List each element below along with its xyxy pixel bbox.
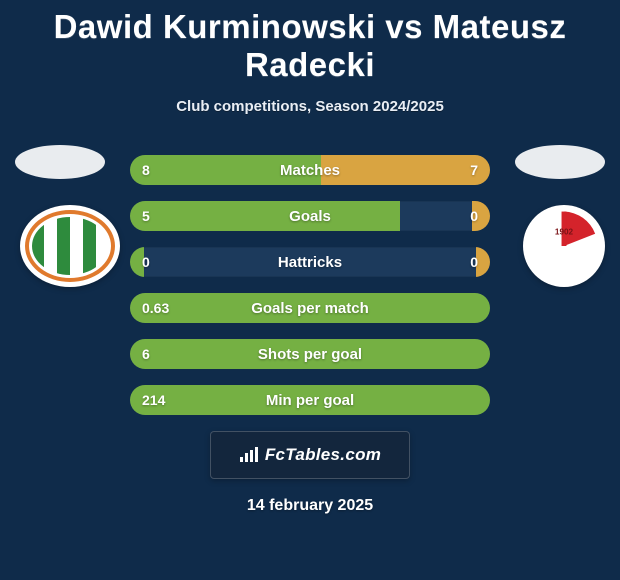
branding-text: FcTables.com bbox=[265, 445, 381, 465]
club-badge-right: 1902 bbox=[505, 205, 605, 287]
stat-row: 50Goals bbox=[130, 201, 490, 231]
stat-label: Goals bbox=[130, 201, 490, 231]
content-area: 1902 87Matches 50Goals 00Hattricks 0.63Goal… bbox=[0, 155, 620, 515]
page-title: Dawid Kurminowski vs Mateusz Radecki bbox=[0, 8, 620, 84]
stats-list: 87Matches 50Goals 00Hattricks 0.63Goals per… bbox=[130, 155, 490, 415]
chart-icon bbox=[239, 447, 259, 463]
stat-label: Hattricks bbox=[130, 247, 490, 277]
player-photo-right bbox=[515, 145, 605, 179]
subtitle: Club competitions, Season 2024/2025 bbox=[0, 98, 620, 115]
comparison-card: Dawid Kurminowski vs Mateusz Radecki Clu… bbox=[0, 0, 620, 580]
stat-row: 214Min per goal bbox=[130, 385, 490, 415]
branding-badge: FcTables.com bbox=[210, 431, 410, 479]
stat-label: Min per goal bbox=[130, 385, 490, 415]
stat-row: 0.63Goals per match bbox=[130, 293, 490, 323]
stat-label: Shots per goal bbox=[130, 339, 490, 369]
player-photo-left bbox=[15, 145, 105, 179]
svg-text:1902: 1902 bbox=[555, 228, 574, 237]
stat-label: Matches bbox=[130, 155, 490, 185]
date-text: 14 february 2025 bbox=[0, 497, 620, 515]
stat-row: 00Hattricks bbox=[130, 247, 490, 277]
stat-row: 6Shots per goal bbox=[130, 339, 490, 369]
stat-label: Goals per match bbox=[130, 293, 490, 323]
club-badge-left bbox=[20, 205, 120, 287]
stat-row: 87Matches bbox=[130, 155, 490, 185]
